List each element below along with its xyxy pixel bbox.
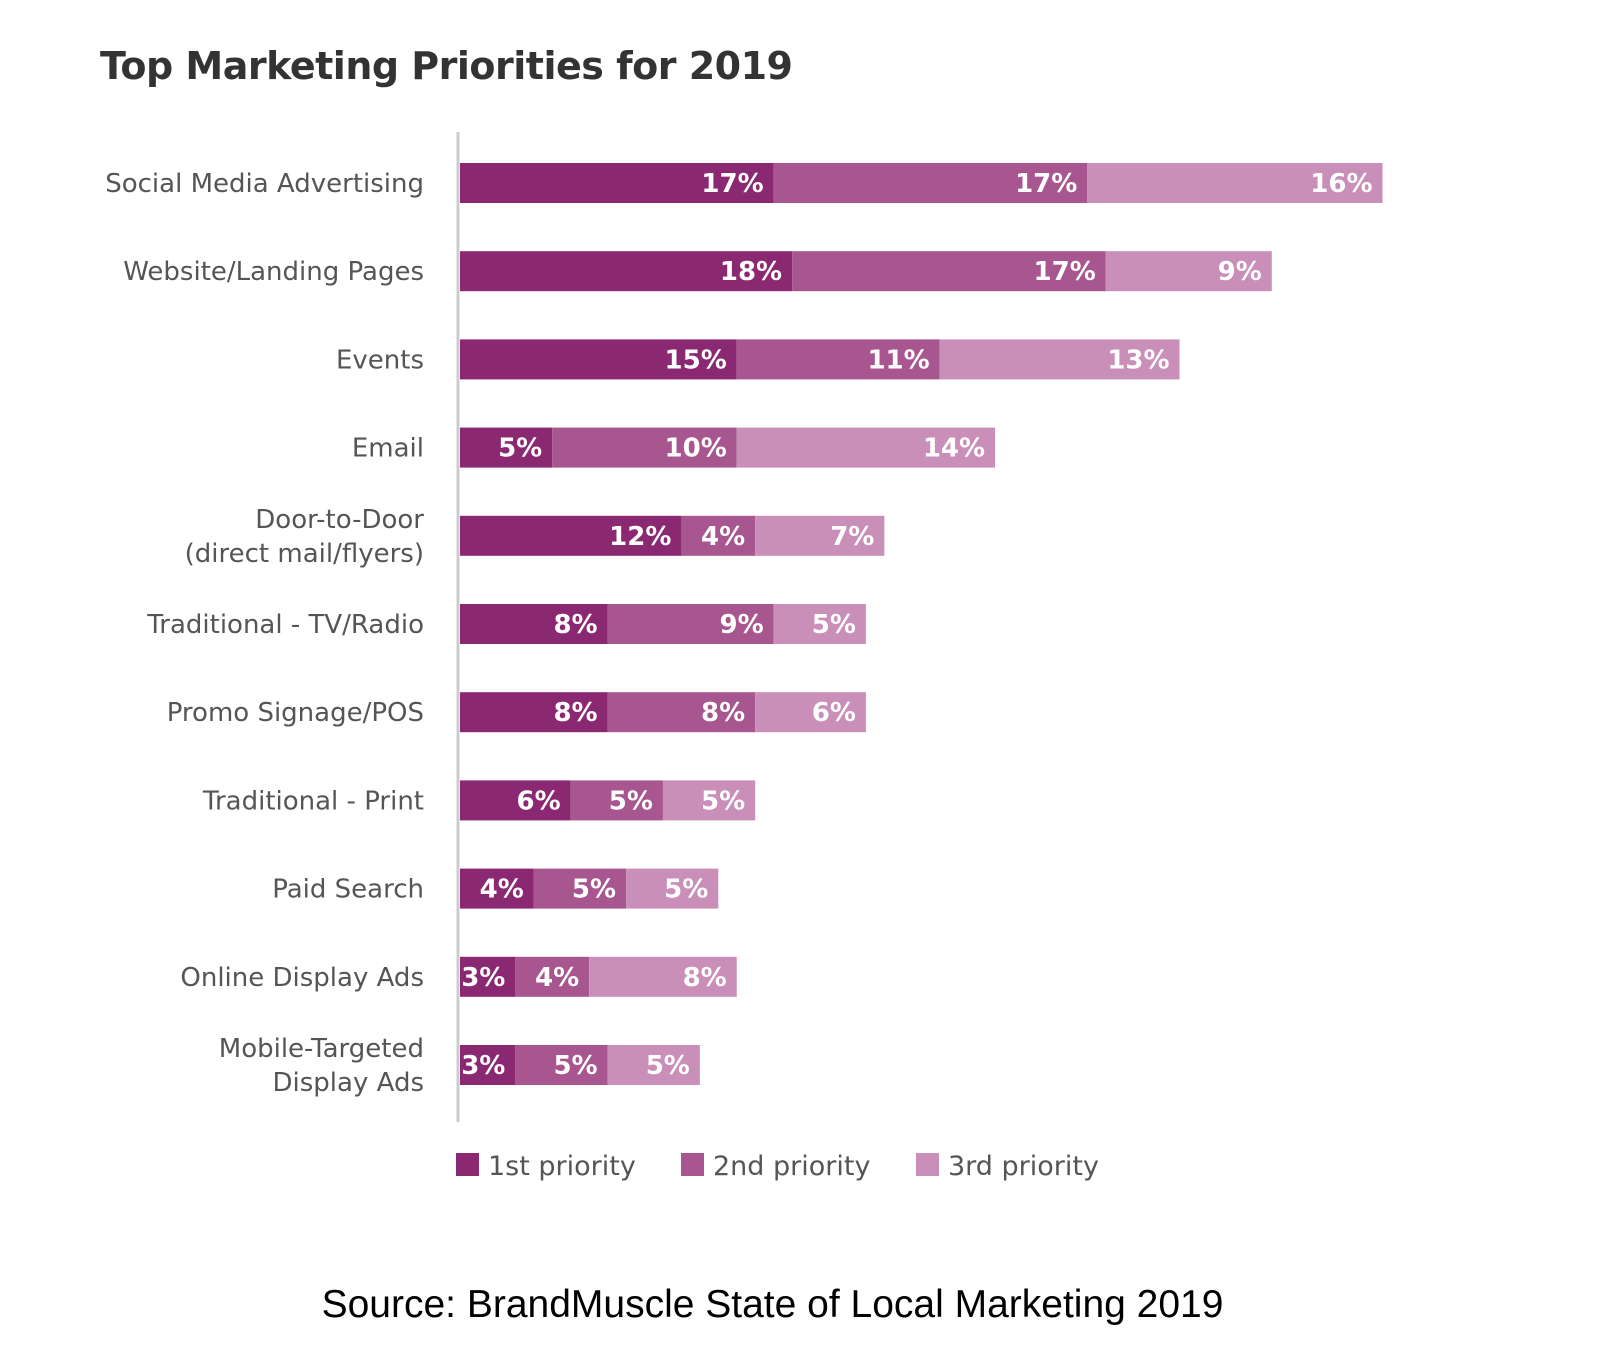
chart-title: Top Marketing Priorities for 2019 (100, 44, 793, 88)
bar-segment-3 (626, 868, 719, 909)
bar-segment-1 (460, 956, 516, 997)
data-label: 4% (480, 875, 524, 905)
data-label: 17% (701, 169, 763, 199)
data-label: 5% (553, 1051, 597, 1081)
data-label: 11% (867, 345, 929, 375)
category-label: Traditional - TV/Radio (146, 610, 424, 640)
bar-segment-2 (773, 163, 1088, 203)
bar-segment-3 (939, 339, 1180, 380)
category-label: Email (352, 434, 424, 464)
category-label: Social Media Advertising (105, 169, 424, 199)
category-label: Website/Landing Pages (123, 257, 424, 287)
data-label: 4% (535, 963, 579, 993)
data-label: 5% (646, 1051, 690, 1081)
bar-segment-2 (515, 1045, 608, 1085)
data-label: 8% (683, 963, 727, 993)
category-labels: Social Media Advertising Website/Landing … (105, 169, 424, 1098)
bar-segment-2 (681, 515, 756, 556)
bar-segment-1 (460, 251, 793, 292)
bars-layer: 17% 17% 16% 18% 17% 9% 15% 11% 13% 5% 10% 14% 12% 4% 7… (460, 163, 1383, 1085)
bar-segment-1 (460, 1045, 516, 1085)
bar-segment-3 (773, 604, 866, 644)
data-label: 3% (461, 1051, 505, 1081)
bar-segment-2 (552, 427, 737, 468)
bar-segment-2 (792, 251, 1106, 292)
legend-swatch (456, 1153, 479, 1176)
data-label: 3% (461, 963, 505, 993)
data-label: 14% (923, 434, 985, 464)
legend-label: 2nd priority (713, 1151, 870, 1182)
bar-segment-3 (755, 515, 885, 556)
bar-segment-1 (460, 780, 571, 821)
data-label: 5% (572, 875, 616, 905)
bar-segment-1 (460, 515, 682, 556)
bar-segment-3 (1105, 251, 1272, 292)
data-label: 13% (1107, 345, 1169, 375)
data-label: 17% (1015, 169, 1077, 199)
legend-swatch (681, 1153, 704, 1176)
bar-segment-3 (755, 692, 866, 733)
data-label: 5% (498, 434, 542, 464)
bar-segment-3 (589, 956, 737, 997)
bar-segment-1 (460, 692, 608, 733)
category-label: Display Ads (273, 1068, 424, 1098)
bar-segment-2 (515, 956, 590, 997)
source-note: Source: BrandMuscle State of Local Marke… (321, 1283, 1224, 1326)
data-label: 5% (609, 786, 653, 816)
bar-segment-1 (460, 163, 774, 203)
bar-segment-1 (460, 868, 534, 909)
data-label: 5% (701, 786, 745, 816)
data-label: 10% (665, 434, 727, 464)
category-label: (direct mail/flyers) (185, 539, 424, 569)
data-label: 17% (1034, 257, 1096, 287)
category-label: Events (336, 345, 424, 375)
bar-segment-3 (736, 427, 996, 468)
data-label: 16% (1310, 169, 1372, 199)
data-label: 8% (701, 698, 745, 728)
bar-segment-3 (662, 780, 756, 821)
data-label: 5% (664, 875, 708, 905)
bar-segment-2 (736, 339, 940, 380)
bar-segment-3 (607, 1045, 700, 1085)
data-label: 12% (609, 522, 671, 552)
bar-segment-3 (1087, 163, 1383, 203)
bar-segment-2 (607, 604, 774, 644)
data-label: 6% (812, 698, 856, 728)
data-label: 9% (1218, 257, 1262, 287)
data-label: 8% (553, 698, 597, 728)
data-label: 7% (830, 522, 874, 552)
data-label: 15% (665, 345, 727, 375)
category-label: Online Display Ads (180, 963, 424, 993)
bar-segment-1 (460, 427, 553, 468)
data-label: 6% (517, 786, 561, 816)
data-label: 8% (553, 610, 597, 640)
legend-swatch (916, 1153, 939, 1176)
data-label: 9% (719, 610, 763, 640)
category-label: Paid Search (272, 875, 424, 905)
bar-segment-2 (533, 868, 627, 909)
data-label: 5% (812, 610, 856, 640)
category-label: Mobile-Targeted (219, 1034, 424, 1064)
bar-segment-2 (570, 780, 663, 821)
legend-label: 1st priority (488, 1151, 636, 1182)
legend-label: 3rd priority (948, 1151, 1099, 1182)
category-label: Traditional - Print (202, 786, 424, 816)
category-label: Promo Signage/POS (167, 698, 424, 728)
legend: 1st priority 2nd priority 3rd priority (456, 1151, 1099, 1182)
bar-segment-2 (607, 692, 756, 733)
category-label: Door-to-Door (255, 505, 424, 535)
bar-segment-1 (460, 604, 608, 644)
bar-segment-1 (460, 339, 737, 380)
data-label: 18% (720, 257, 782, 287)
data-label: 4% (701, 522, 745, 552)
